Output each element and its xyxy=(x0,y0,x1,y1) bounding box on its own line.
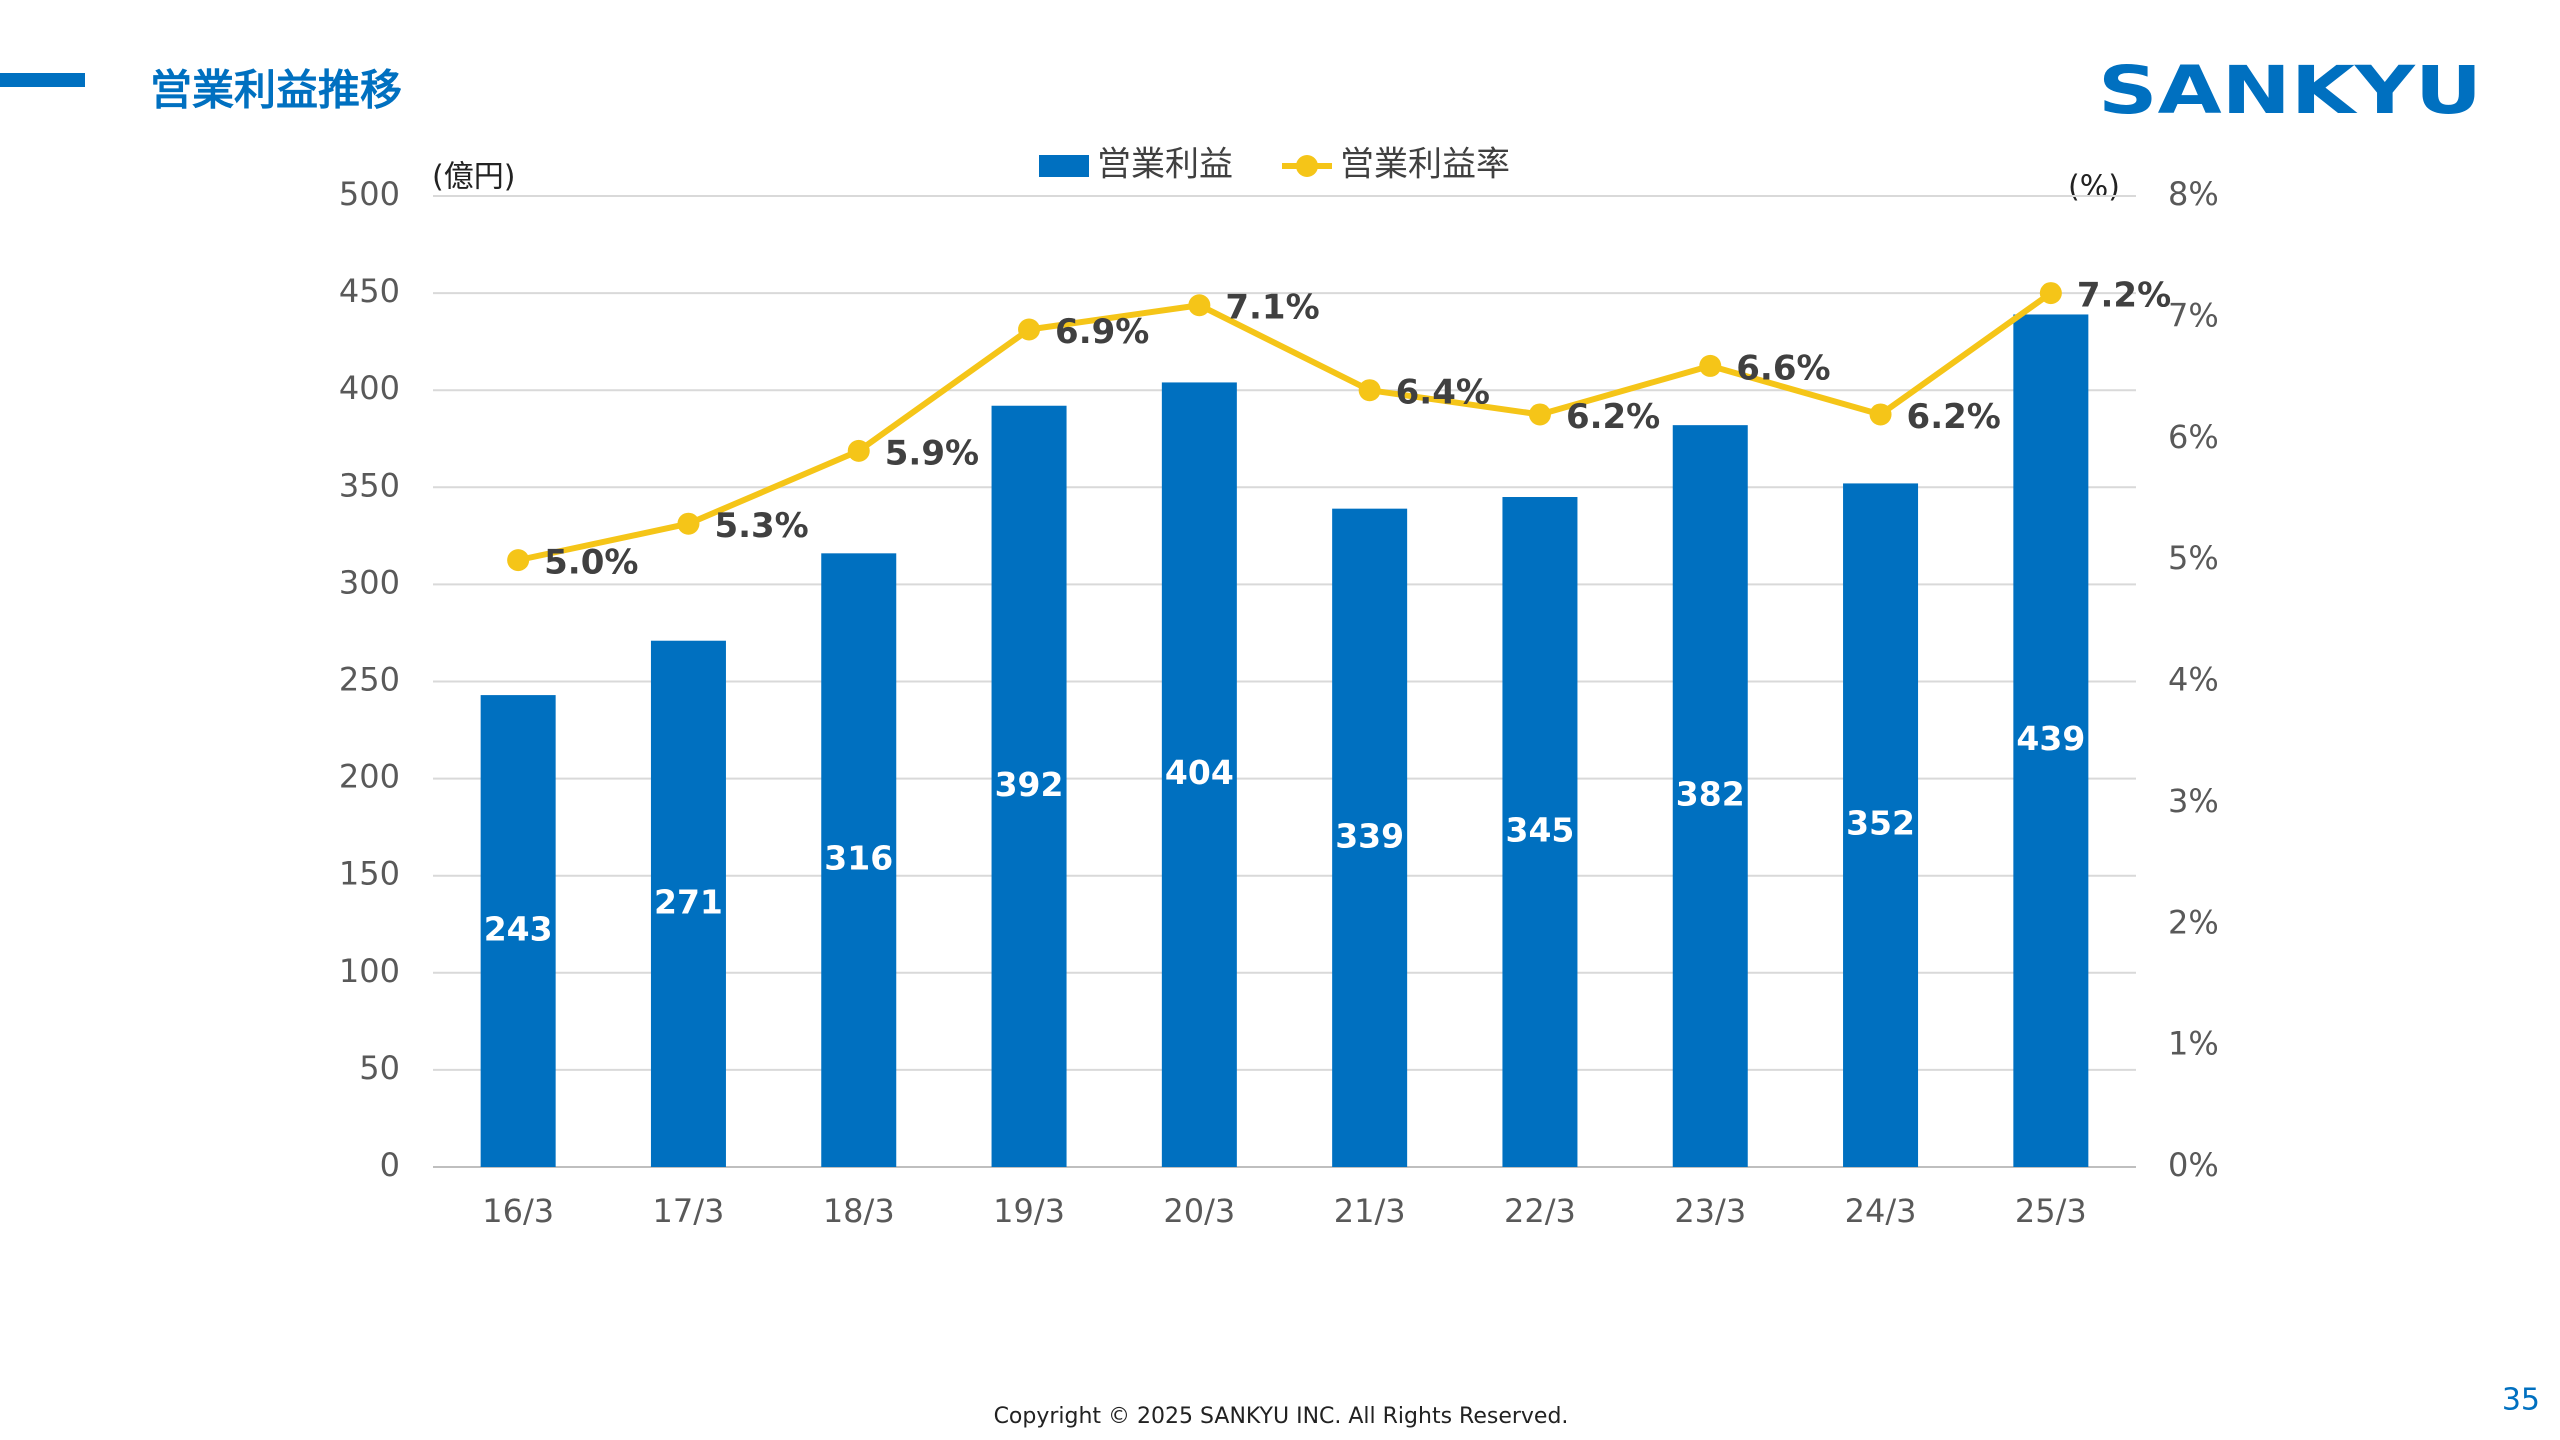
bar-value-label: 271 xyxy=(654,882,723,921)
line-marker xyxy=(1358,379,1381,402)
y-tick-label: 500 xyxy=(339,175,400,213)
bar-value-label: 339 xyxy=(1335,816,1404,855)
x-tick-label: 17/3 xyxy=(653,1192,725,1230)
bar-value-label: 439 xyxy=(2016,719,2085,758)
line-value-label: 5.0% xyxy=(544,543,638,583)
x-tick-label: 16/3 xyxy=(482,1192,554,1230)
y2-tick-label: 4% xyxy=(2168,661,2219,699)
line-value-label: 7.1% xyxy=(1225,288,1319,328)
line-marker xyxy=(847,439,870,462)
line-value-label: 6.9% xyxy=(1055,312,1149,352)
y-tick-label: 100 xyxy=(339,952,400,990)
y2-tick-label: 5% xyxy=(2168,539,2219,577)
chart: 0 50 100 150 200 250 300 350 400 450 500 0% 1% 2% 3% 4%… xyxy=(339,145,2219,1231)
bar-value-label: 404 xyxy=(1165,753,1234,792)
y2-axis-title: (%) xyxy=(2068,170,2120,205)
bar xyxy=(480,695,556,1167)
y-tick-label: 50 xyxy=(359,1049,400,1087)
x-tick-label: 21/3 xyxy=(1334,1192,1406,1230)
bar xyxy=(650,640,726,1167)
legend-swatch xyxy=(1296,155,1318,177)
x-tick-label: 19/3 xyxy=(993,1192,1065,1230)
y2-tick-label: 7% xyxy=(2168,296,2219,334)
x-tick-label: 18/3 xyxy=(823,1192,895,1230)
slide-title: 営業利益推移 xyxy=(150,66,402,115)
bar-value-label: 352 xyxy=(1846,804,1915,843)
y-tick-label: 450 xyxy=(339,272,400,310)
y-tick-label: 200 xyxy=(339,758,400,796)
line-value-label: 7.2% xyxy=(2077,276,2171,316)
line-value-label: 5.3% xyxy=(714,506,808,546)
line-marker xyxy=(677,512,700,535)
y-axis-title: (億円) xyxy=(432,160,515,195)
x-tick-label: 20/3 xyxy=(1163,1192,1235,1230)
line-marker xyxy=(1869,403,1892,426)
legend-swatch xyxy=(1039,155,1089,177)
y2-tick-label: 1% xyxy=(2168,1025,2219,1063)
y2-tick-label: 0% xyxy=(2168,1146,2219,1184)
x-tick-label: 23/3 xyxy=(1674,1192,1746,1230)
bar xyxy=(991,405,1067,1168)
y2-tick-label: 2% xyxy=(2168,903,2219,941)
y2-tick-label: 3% xyxy=(2168,782,2219,820)
y-tick-label: 150 xyxy=(339,855,400,893)
bar-value-label: 382 xyxy=(1676,775,1745,814)
bar xyxy=(1672,425,1748,1167)
logo: SANKYU xyxy=(2098,52,2482,129)
y-tick-label: 300 xyxy=(339,563,400,601)
line-marker xyxy=(2039,282,2062,305)
line-marker xyxy=(1188,294,1211,317)
line-marker xyxy=(507,549,530,572)
copyright: Copyright © 2025 SANKYU INC. All Rights … xyxy=(994,1404,1569,1429)
line-value-label: 6.2% xyxy=(1907,397,2001,437)
accent-bar xyxy=(0,73,85,87)
legend-label: 営業利益 xyxy=(1097,145,1233,185)
legend-label: 営業利益率 xyxy=(1340,145,1510,185)
bar-value-label: 243 xyxy=(484,910,553,949)
x-tick-label: 22/3 xyxy=(1504,1192,1576,1230)
bar xyxy=(1502,497,1578,1167)
line-marker xyxy=(1528,403,1551,426)
line-value-label: 6.2% xyxy=(1566,397,1660,437)
bar-value-label: 345 xyxy=(1506,811,1575,850)
line xyxy=(517,290,2053,564)
bar xyxy=(1332,508,1408,1167)
x-tick-label: 25/3 xyxy=(2015,1192,2087,1230)
y2-tick-label: 6% xyxy=(2168,418,2219,456)
line-value-label: 6.4% xyxy=(1396,373,1490,413)
bar xyxy=(2013,314,2089,1167)
y-tick-label: 400 xyxy=(339,369,400,407)
y-tick-label: 350 xyxy=(339,466,400,504)
x-tick-label: 24/3 xyxy=(1845,1192,1917,1230)
bar xyxy=(1161,382,1237,1167)
bar xyxy=(1843,483,1919,1167)
page-number: 35 xyxy=(2502,1383,2540,1418)
y2-tick-label: 8% xyxy=(2168,175,2219,213)
bar-value-label: 316 xyxy=(824,839,893,878)
y-tick-label: 0 xyxy=(380,1146,400,1184)
line-value-label: 5.9% xyxy=(885,433,979,473)
bar xyxy=(821,553,897,1167)
y-tick-label: 250 xyxy=(339,661,400,699)
line-value-label: 6.6% xyxy=(1736,348,1830,388)
line-marker xyxy=(1699,354,1722,377)
line-marker xyxy=(1018,318,1041,341)
bar-value-label: 392 xyxy=(995,765,1064,804)
